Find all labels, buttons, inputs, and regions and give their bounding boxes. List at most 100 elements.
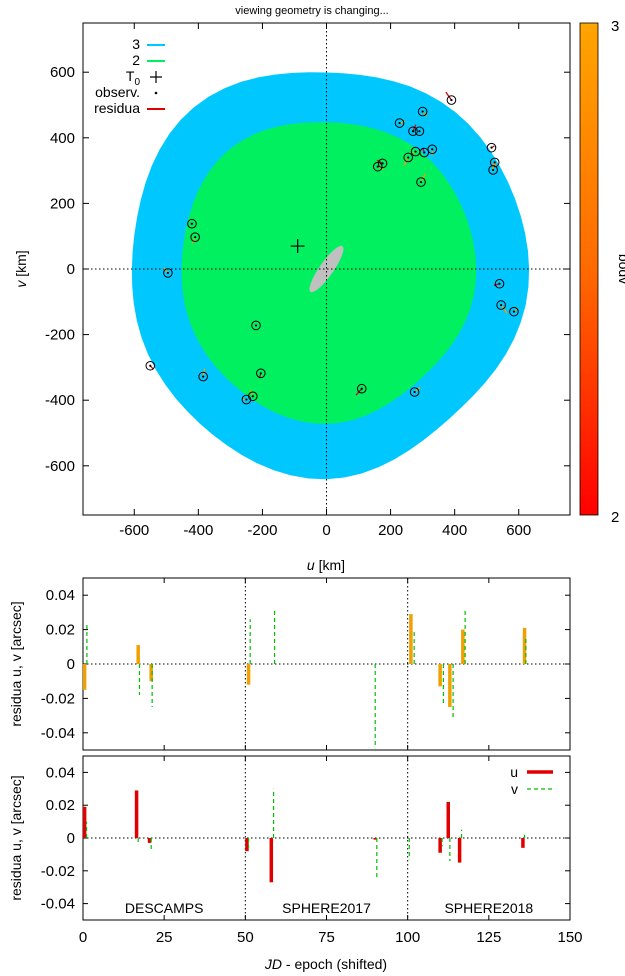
- x-tick-label: -200: [247, 522, 277, 539]
- y-tick-label: 0: [67, 656, 75, 673]
- observation-point-dot: [149, 364, 152, 367]
- observation-point: [414, 126, 425, 137]
- top-y-axis-label: v [km]: [13, 250, 29, 287]
- observation-point: [190, 232, 200, 242]
- x-tick-label: 25: [156, 929, 173, 946]
- legend-label: 3: [132, 36, 140, 52]
- y-tick-label: -0.02: [41, 863, 75, 880]
- colorbar-label: bodv: [616, 254, 625, 284]
- observation-residual: [191, 236, 196, 244]
- observation-point: [403, 152, 414, 163]
- y-tick-label: -0.04: [41, 725, 75, 742]
- observation-point: [394, 118, 405, 128]
- observation-point: [377, 158, 388, 169]
- legend-label: 2: [132, 52, 140, 68]
- observation-point: [417, 106, 428, 117]
- T0-marker: [290, 239, 305, 254]
- y-tick-label: 0.04: [46, 764, 75, 781]
- epoch-annotation: SPHERE2018: [444, 900, 533, 916]
- observation-point: [446, 95, 457, 105]
- residua-panel-1: -0.04 -0.02 0 0.02 0.04 residua u, v [arcsec…: [8, 577, 571, 751]
- observation-point-dot: [411, 130, 415, 133]
- epoch-annotation: DESCAMPS: [125, 900, 204, 916]
- observation-residual: [445, 91, 452, 101]
- y-tick-label: -0.02: [41, 690, 75, 707]
- asteroid-shape: [309, 245, 344, 293]
- y-tick-label: -400: [45, 392, 75, 409]
- legend-label: observ.: [95, 84, 140, 100]
- colorbar-tick-max: 3: [611, 18, 619, 35]
- x-tick-label: 50: [237, 929, 254, 946]
- observation-point: [145, 360, 156, 371]
- x-tick-label: 125: [476, 929, 501, 946]
- legend-swatch: [150, 71, 162, 83]
- observation-point-dot: [492, 168, 495, 172]
- colorbar-tick-min: 2: [611, 509, 619, 526]
- observation-point: [187, 218, 197, 229]
- y-tick-label: 0.02: [46, 622, 75, 639]
- x-tick-label: 75: [318, 929, 335, 946]
- colorbar: 3 2 bodv: [579, 18, 625, 526]
- y-tick-label: -600: [45, 458, 75, 475]
- x-tick-label: 200: [378, 522, 403, 539]
- legend-label: v: [511, 781, 518, 797]
- observation-point-dot: [419, 180, 423, 184]
- observation-point: [198, 371, 208, 382]
- observation-residual: [412, 124, 417, 132]
- observation-point: [410, 146, 421, 157]
- observation-residual: [414, 386, 421, 393]
- legend-label: residua: [94, 100, 140, 116]
- observation-point: [494, 278, 505, 289]
- epoch-annotation: SPHERE2017: [282, 900, 371, 916]
- x-tick-label: 400: [442, 522, 467, 539]
- y-tick-label: 0: [67, 830, 75, 847]
- observation-point-dot: [418, 130, 421, 133]
- chart-title: viewing geometry is changing...: [235, 5, 388, 17]
- observation-point-dot: [194, 236, 197, 239]
- observation-point-dot: [512, 310, 516, 313]
- observation-point: [489, 157, 500, 168]
- observation-point: [509, 306, 519, 317]
- legend-swatch: [154, 91, 158, 95]
- observation-point-dot: [413, 390, 416, 394]
- observation-point-dot: [259, 372, 262, 375]
- top-x-axis-label: u [km]: [307, 557, 345, 573]
- observation-point-dot: [498, 282, 501, 285]
- observation-point: [356, 383, 367, 394]
- observation-point-dot: [166, 271, 170, 275]
- observation-point-dot: [251, 395, 254, 398]
- observation-point: [408, 126, 418, 137]
- bot-legend: uv: [510, 764, 553, 797]
- observation-point: [486, 142, 497, 153]
- observation-point-dot: [490, 146, 493, 149]
- observation-residual: [500, 304, 508, 314]
- observation-point: [496, 300, 506, 310]
- observation-point: [241, 394, 252, 405]
- y-tick-label: -200: [45, 327, 75, 344]
- bot-y-axis-label: residua u, v [arcsec]: [8, 775, 24, 900]
- observation-point: [427, 144, 438, 155]
- observation-point-dot: [407, 156, 410, 159]
- y-tick-label: 0.02: [46, 797, 75, 814]
- observation-point-dot: [190, 222, 194, 225]
- x-tick-label: 150: [557, 929, 582, 946]
- observation-point: [248, 391, 258, 402]
- observation-point: [409, 387, 420, 397]
- legend-label: u: [510, 764, 518, 780]
- observation-point: [416, 177, 426, 187]
- observation-point: [372, 161, 383, 172]
- x-tick-label: 0: [322, 522, 330, 539]
- y-tick-label: 400: [50, 130, 75, 147]
- observation-point: [251, 320, 261, 331]
- observation-point-dot: [500, 303, 503, 307]
- x-tick-label: -400: [183, 522, 213, 539]
- y-tick-label: 600: [50, 64, 75, 81]
- observation-residual: [249, 389, 254, 397]
- y-tick-label: -0.04: [41, 896, 75, 913]
- residua-panel-2: -0.04 -0.02 0 0.02 0.04 0 25 50 75 100 125 150 DESCA…: [8, 755, 583, 972]
- observation-point-dot: [376, 165, 379, 168]
- bot-x-axis-label: JD - epoch (shifted): [264, 956, 387, 972]
- x-tick-label: 600: [506, 522, 531, 539]
